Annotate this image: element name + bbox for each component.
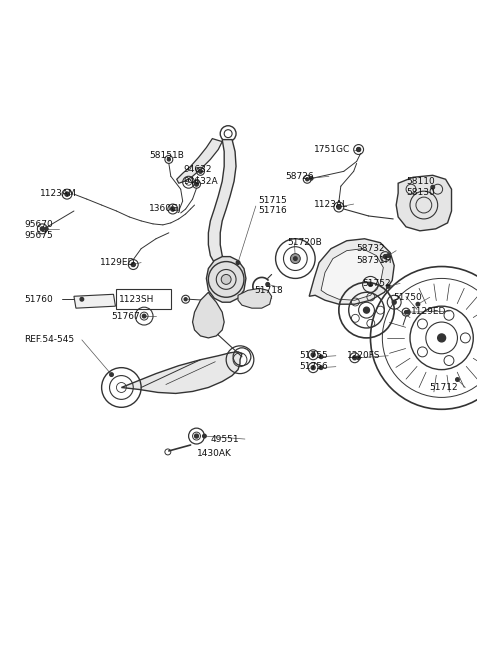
Circle shape [290,253,300,263]
Circle shape [203,434,206,438]
Circle shape [337,205,341,209]
Circle shape [184,298,187,301]
Text: 1129ED: 1129ED [100,258,135,267]
Polygon shape [121,352,242,394]
Polygon shape [206,257,246,302]
Text: 51755: 51755 [300,351,328,360]
Polygon shape [192,292,224,338]
Circle shape [357,356,360,360]
Text: 58731H: 58731H [357,256,392,265]
Text: 51712: 51712 [430,383,458,392]
Circle shape [143,314,146,318]
Circle shape [416,303,420,306]
Text: 51716: 51716 [258,206,287,215]
Circle shape [199,170,202,173]
Circle shape [236,261,240,265]
Circle shape [110,373,113,377]
Circle shape [319,355,323,358]
Circle shape [456,378,459,381]
Circle shape [195,183,198,186]
Text: 51750: 51750 [393,293,422,302]
Circle shape [194,434,199,438]
Circle shape [369,282,372,286]
Circle shape [171,207,175,211]
Text: 1360GJ: 1360GJ [149,204,182,212]
Text: 95670: 95670 [24,220,53,229]
Circle shape [405,310,408,314]
Text: 51718: 51718 [254,286,283,295]
Circle shape [337,205,341,209]
Circle shape [266,282,269,286]
Circle shape [406,310,410,314]
Circle shape [132,263,135,267]
Text: 95675: 95675 [24,231,53,240]
Circle shape [386,254,390,257]
Circle shape [386,284,390,288]
Text: 1220FS: 1220FS [347,351,380,360]
Circle shape [40,227,44,231]
Circle shape [65,193,69,196]
Polygon shape [208,140,236,263]
Text: 51760: 51760 [24,295,53,304]
Circle shape [310,176,313,180]
Polygon shape [321,249,384,300]
Polygon shape [177,139,222,183]
Text: 1751GC: 1751GC [314,145,350,154]
Polygon shape [309,239,394,304]
Circle shape [199,170,202,173]
Circle shape [195,183,198,186]
Circle shape [431,185,434,189]
Circle shape [80,297,84,301]
Polygon shape [238,288,272,308]
Circle shape [353,356,357,360]
Circle shape [438,334,445,342]
Circle shape [311,353,315,357]
Circle shape [392,300,396,304]
Circle shape [171,207,175,211]
Text: 58130: 58130 [406,188,435,196]
Text: 58726: 58726 [286,172,314,181]
Circle shape [363,307,370,313]
Circle shape [65,192,69,196]
Text: 58151B: 58151B [149,151,184,160]
Text: 1123AM: 1123AM [40,189,77,198]
Circle shape [357,147,360,151]
Text: 51756: 51756 [300,362,328,371]
Text: 58110: 58110 [406,177,435,186]
Polygon shape [74,294,116,308]
Text: 51715: 51715 [258,196,287,204]
Circle shape [131,263,135,267]
Text: 1129ED: 1129ED [411,307,446,316]
Text: REF.54-545: REF.54-545 [24,335,75,345]
Circle shape [168,158,170,161]
Text: 94632: 94632 [184,165,212,174]
Polygon shape [396,176,452,231]
Circle shape [45,227,48,231]
Text: 51767: 51767 [111,312,140,320]
Text: 1123SH: 1123SH [120,295,155,304]
Text: 94632A: 94632A [184,177,218,186]
Circle shape [319,366,323,369]
Text: 51752: 51752 [362,279,391,288]
Circle shape [384,255,387,259]
Circle shape [311,365,315,369]
Text: 49551: 49551 [210,434,239,443]
Text: 51720B: 51720B [288,238,322,247]
Circle shape [221,274,231,284]
Text: 1430AK: 1430AK [196,449,231,458]
Circle shape [294,257,297,261]
Text: 1123AL: 1123AL [314,200,348,208]
Circle shape [306,178,309,181]
Bar [117,290,171,309]
Circle shape [357,148,360,151]
Text: 58732: 58732 [357,244,385,253]
